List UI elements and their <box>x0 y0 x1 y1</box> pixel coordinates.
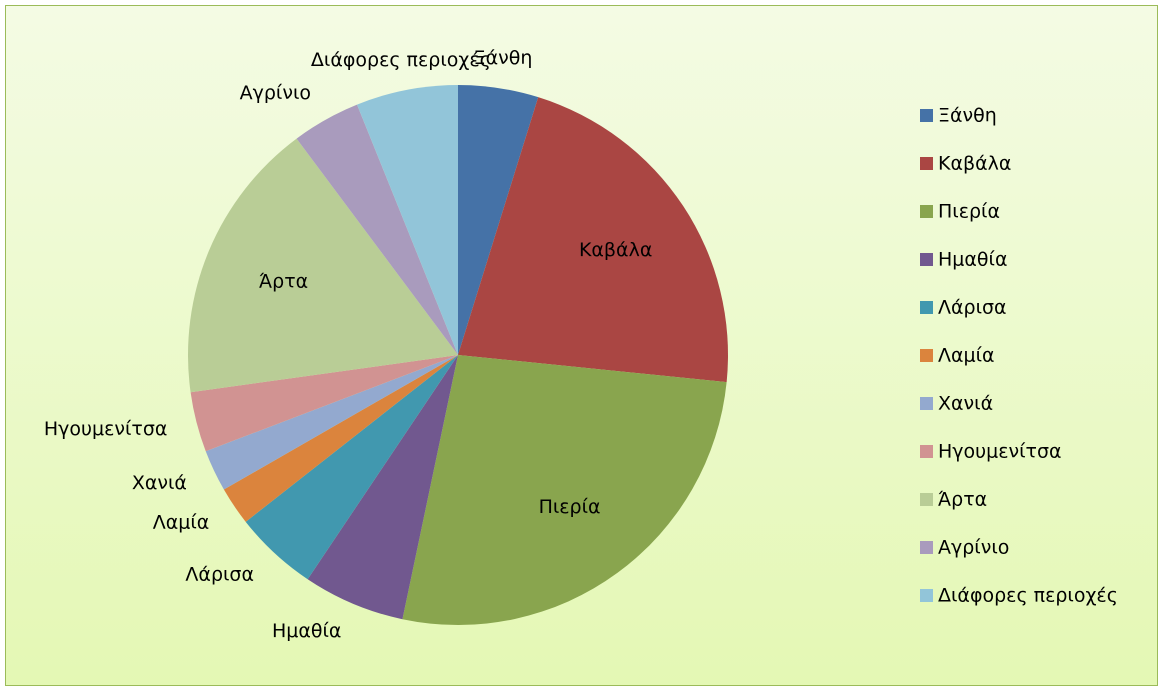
slice-label: Άρτα <box>259 271 308 293</box>
legend-swatch <box>920 493 933 506</box>
slice-label: Ηγουμενίτσα <box>44 418 168 440</box>
pie-slice <box>205 355 458 490</box>
legend-swatch <box>920 541 933 554</box>
legend-label: Πιερία <box>938 201 1000 223</box>
slice-label: Πιερία <box>539 496 601 518</box>
slice-label: Ημαθία <box>272 620 341 642</box>
legend-swatch <box>920 445 933 458</box>
legend-swatch <box>920 253 933 266</box>
pie-slice <box>190 355 458 452</box>
legend-label: Αγρίνιο <box>938 537 1009 559</box>
pie-slice <box>245 355 458 580</box>
legend-label: Διάφορες περιοχές <box>938 585 1118 607</box>
legend-label: Χανιά <box>938 393 993 415</box>
slice-label: Καβάλα <box>579 239 652 261</box>
slice-label: Λάρισα <box>185 563 254 585</box>
slice-label: Χανιά <box>132 472 187 494</box>
legend-swatch <box>920 589 933 602</box>
pie-slice <box>357 85 458 355</box>
legend-swatch <box>920 397 933 410</box>
legend-swatch <box>920 349 933 362</box>
legend-label: Ηγουμενίτσα <box>938 441 1062 463</box>
legend-swatch <box>920 109 933 122</box>
slice-label: Διάφορες περιοχές <box>311 49 491 71</box>
pie-slice <box>307 355 458 620</box>
legend-label: Άρτα <box>938 489 987 511</box>
pie-slice <box>402 355 727 626</box>
legend-label: Καβάλα <box>938 153 1011 175</box>
pie-slice <box>188 138 458 393</box>
pie-slice <box>296 104 458 355</box>
slice-label: Αγρίνιο <box>240 82 311 104</box>
legend-label: Ημαθία <box>938 249 1007 271</box>
legend-swatch <box>920 205 933 218</box>
pie-slice <box>458 97 728 383</box>
legend-label: Λάρισα <box>938 297 1007 319</box>
legend-swatch <box>920 301 933 314</box>
legend-label: Λαμία <box>938 345 995 367</box>
pie-slice <box>458 85 539 355</box>
slice-label: Ξάνθη <box>474 47 533 69</box>
slice-label: Λαμία <box>153 511 210 533</box>
legend-label: Ξάνθη <box>938 105 997 127</box>
legend-swatch <box>920 157 933 170</box>
pie-slice <box>223 355 458 522</box>
